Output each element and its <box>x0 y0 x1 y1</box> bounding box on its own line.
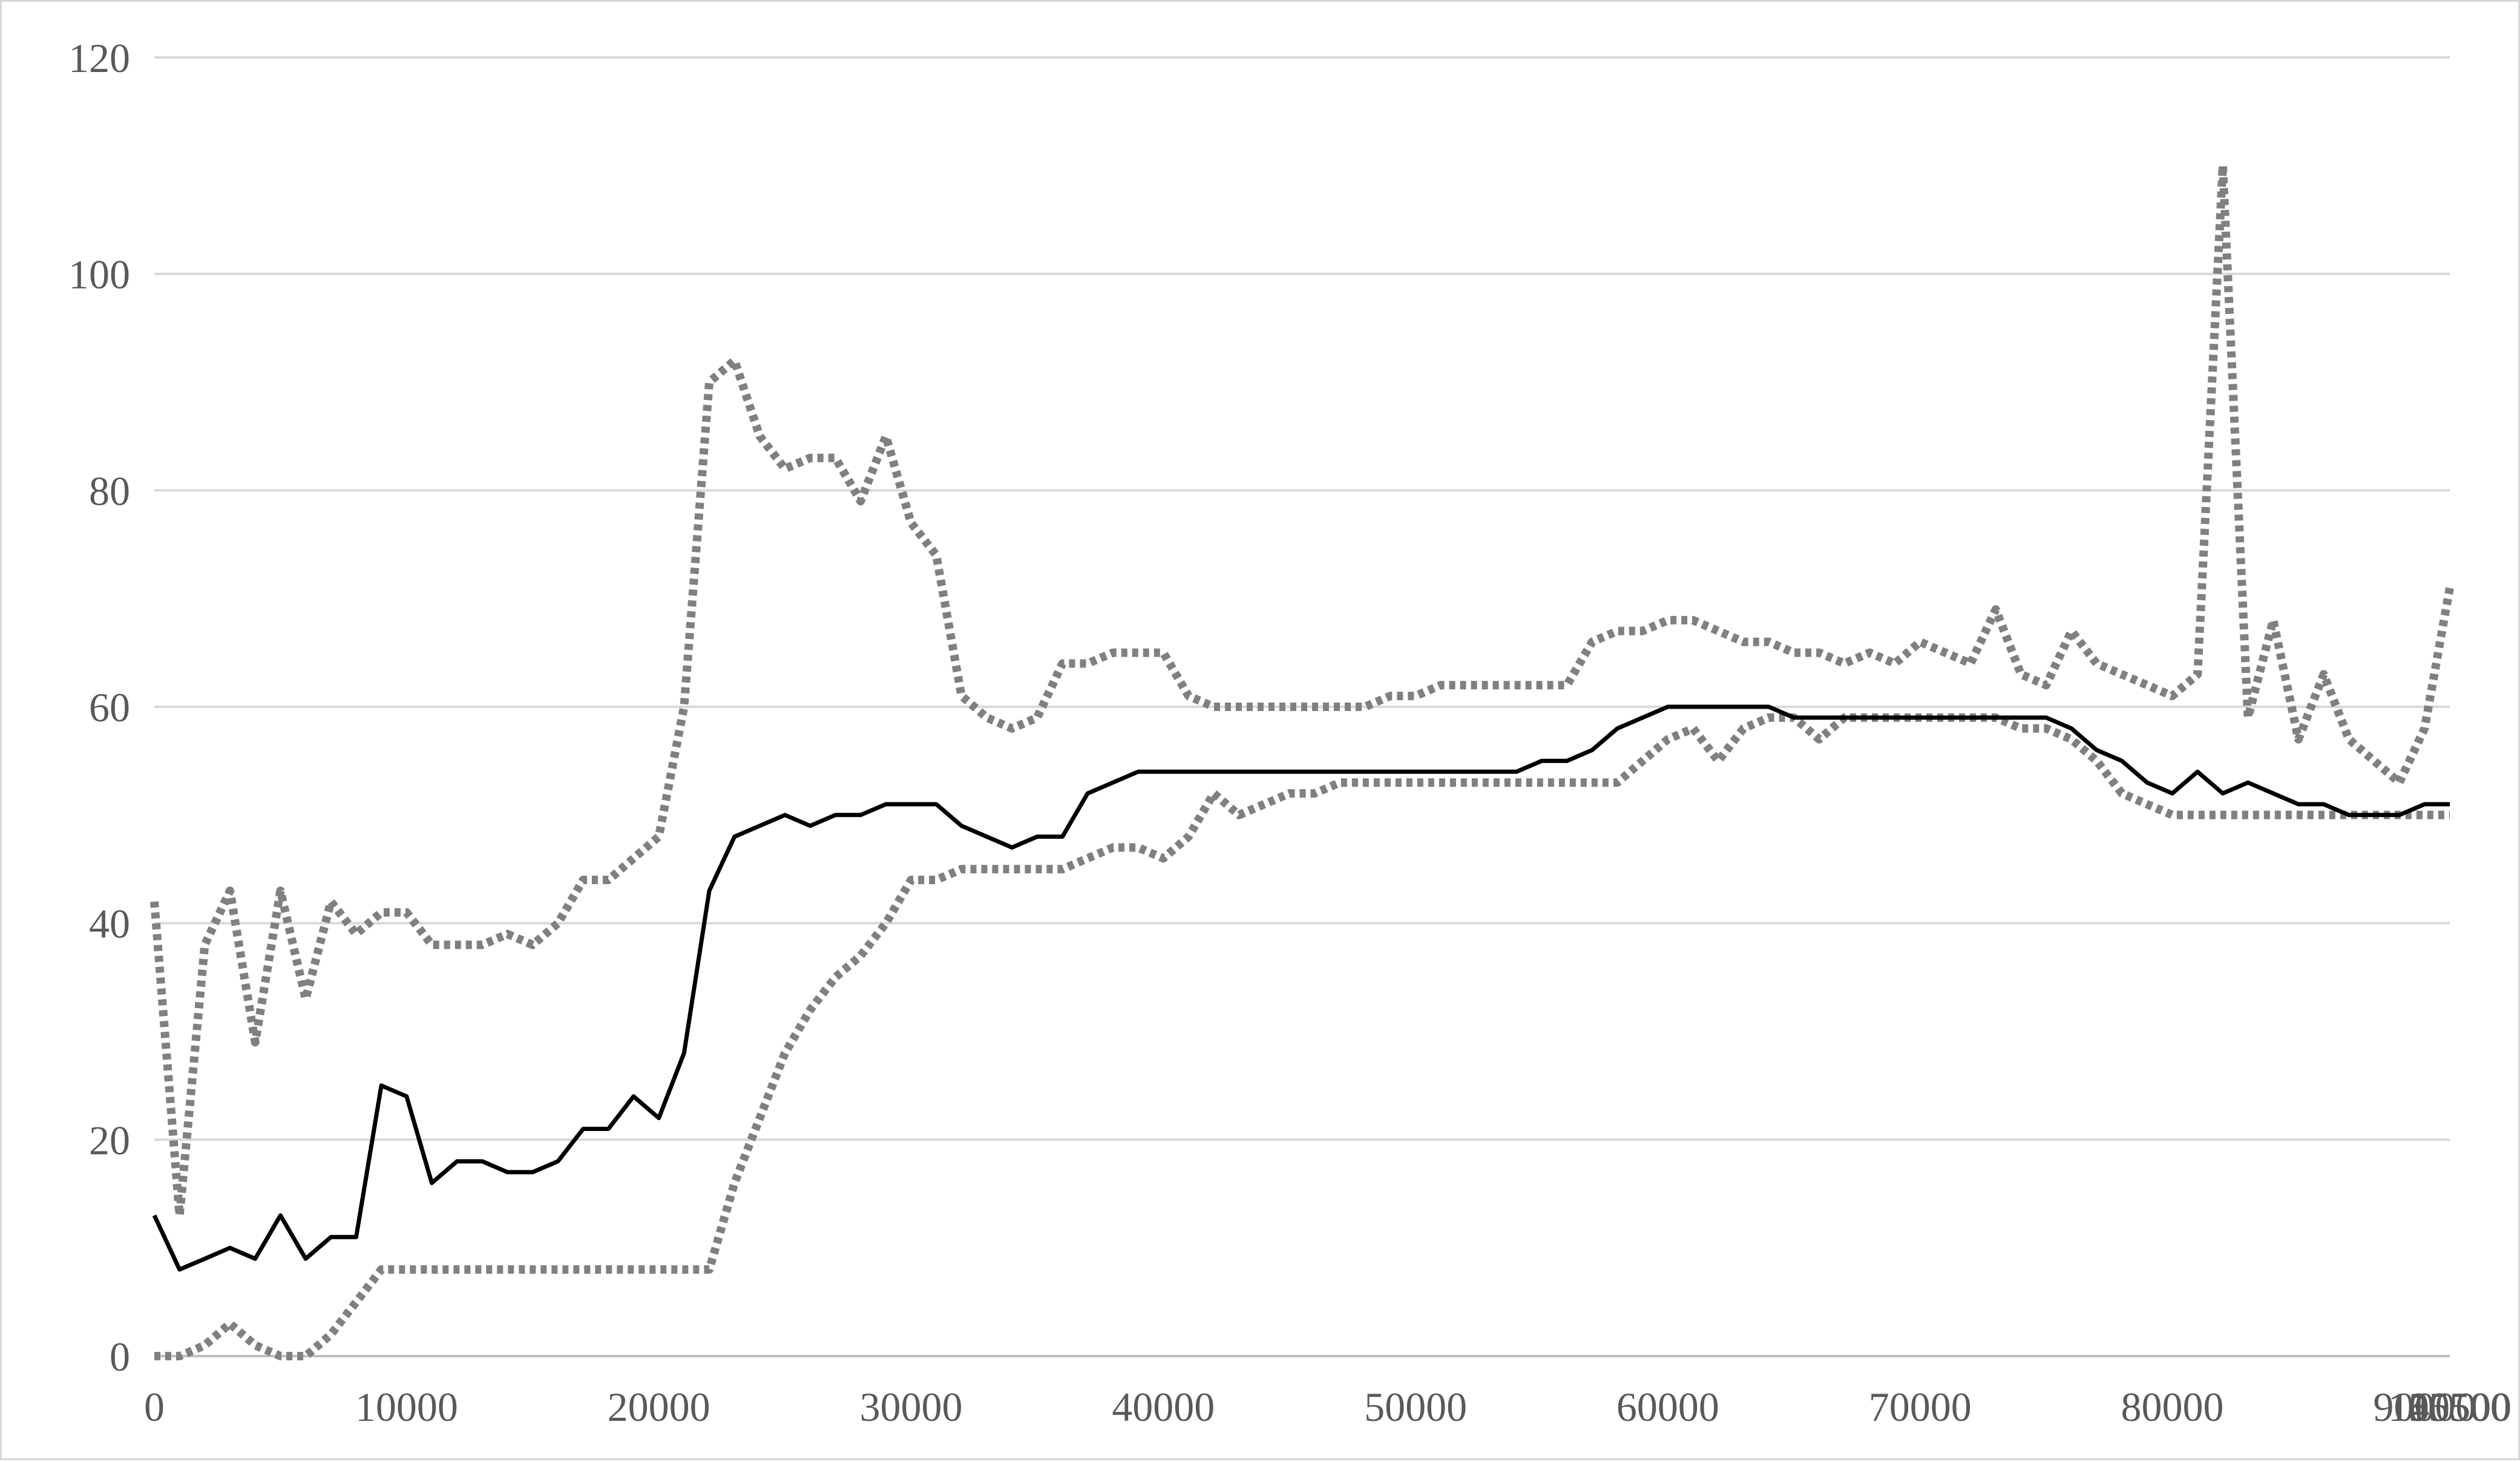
y-axis-tick-labels: 0 20 40 60 80 100 120 <box>68 35 130 1380</box>
series-lower-bound-line <box>154 713 2450 1360</box>
x-tick-label-80000: 80000 <box>2121 1384 2224 1430</box>
x-tick-label-0: 0 <box>144 1384 165 1430</box>
y-tick-label-120: 120 <box>68 35 130 81</box>
x-tick-label-100500: 100500 <box>2388 1384 2512 1430</box>
y-tick-label-80: 80 <box>89 468 130 514</box>
y-tick-label-20: 20 <box>89 1117 130 1163</box>
x-tick-label-40000: 40000 <box>1112 1384 1215 1430</box>
series-lines <box>150 161 2454 1360</box>
y-tick-label-40: 40 <box>89 901 130 947</box>
y-tick-label-100: 100 <box>68 252 130 298</box>
series-mean-line <box>152 704 2450 1272</box>
x-tick-label-20000: 20000 <box>608 1384 710 1430</box>
x-tick-label-145500: 145500 <box>2388 1384 2512 1430</box>
x-axis-tick-labels: 0 10000 20000 30000 40000 50000 60000 70000 8000… <box>144 1384 2512 1430</box>
x-tick-label-60000: 60000 <box>1616 1384 1719 1430</box>
x-tick-label-10000: 10000 <box>355 1384 458 1430</box>
y-tick-label-0: 0 <box>110 1334 130 1380</box>
y-tick-label-60: 60 <box>89 684 130 730</box>
x-tick-label-50000: 50000 <box>1364 1384 1467 1430</box>
x-tick-label-30000: 30000 <box>859 1384 962 1430</box>
x-tick-label-70000: 70000 <box>1869 1384 1972 1430</box>
x-tick-label-115500: 115500 <box>2389 1384 2510 1430</box>
x-tick-label-90000: 90000 <box>2373 1384 2476 1430</box>
x-tick-label-130500: 130500 <box>2388 1384 2512 1430</box>
grid-lines <box>154 56 2450 1141</box>
series-upper-bound-line <box>150 161 2454 1220</box>
